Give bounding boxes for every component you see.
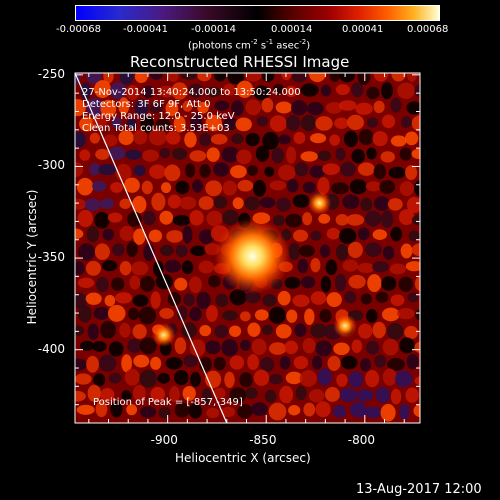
chart-title: Reconstructed RHESSI Image bbox=[130, 53, 350, 71]
colorbar-units: (photons cm-2 s-1 asec-2) bbox=[188, 38, 311, 52]
y-tick-label: -400 bbox=[37, 341, 65, 356]
y-tick-label: -300 bbox=[37, 158, 65, 173]
info-detectors: Detectors: 3F 6F 9F, Att 0 bbox=[82, 99, 211, 110]
heatmap-image bbox=[75, 73, 420, 423]
colorbar bbox=[75, 5, 440, 21]
x-tick-label: -850 bbox=[249, 433, 277, 447]
colorbar-tick: 0.00014 bbox=[271, 24, 313, 35]
peak-source bbox=[214, 218, 291, 295]
secondary-source bbox=[333, 313, 358, 338]
y-axis-label: Heliocentric Y (arcsec) bbox=[25, 189, 39, 325]
colorbar-tick: -0.00041 bbox=[123, 24, 168, 35]
colorbar-tick: -0.00014 bbox=[191, 24, 236, 35]
info-energy: Energy Range: 12.0 - 25.0 keV bbox=[82, 111, 235, 122]
y-tick-label: -250 bbox=[37, 66, 65, 81]
limb-line bbox=[75, 73, 228, 423]
x-tick-label: -800 bbox=[347, 433, 376, 447]
x-axis-label: Heliocentric X (arcsec) bbox=[175, 451, 311, 465]
secondary-source bbox=[307, 191, 332, 216]
y-tick-label: -350 bbox=[37, 250, 65, 265]
info-counts: Clean Total counts: 3.53E+03 bbox=[82, 123, 230, 134]
x-tick-label: -900 bbox=[150, 433, 178, 447]
colorbar-tick: 0.00041 bbox=[342, 24, 384, 35]
date-stamp: 13-Aug-2017 12:00 bbox=[356, 482, 482, 497]
plot-area bbox=[75, 73, 420, 423]
colorbar-tick: 0.00068 bbox=[407, 24, 449, 35]
peak-position-label: Position of Peak = [-857,-349] bbox=[93, 397, 243, 408]
info-time: 27-Nov-2014 13:40:24.000 to 13:50:24.000 bbox=[82, 87, 301, 98]
colorbar-tick: -0.00068 bbox=[56, 24, 101, 35]
secondary-source bbox=[151, 323, 176, 348]
